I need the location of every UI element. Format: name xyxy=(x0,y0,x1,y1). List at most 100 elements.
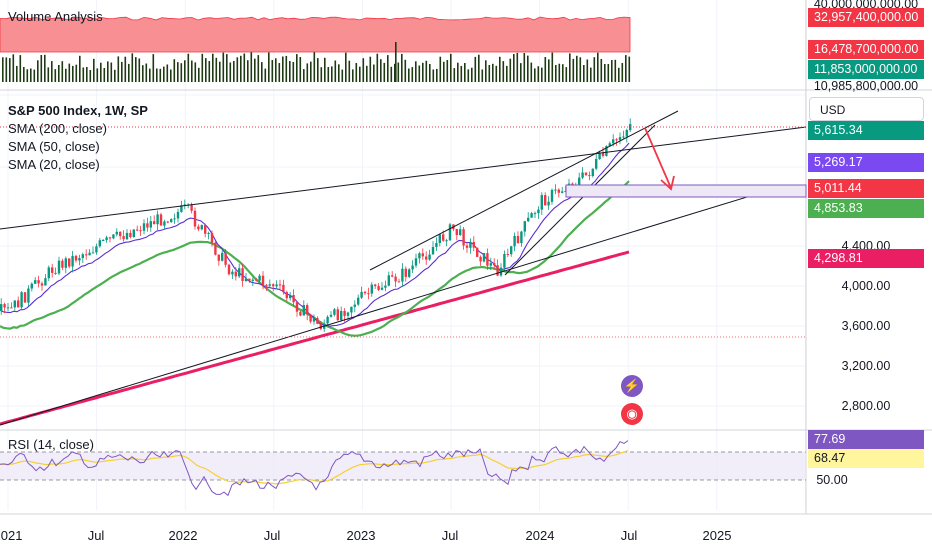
candle-body xyxy=(289,295,292,299)
candle-body xyxy=(170,219,173,223)
projection-arrow xyxy=(644,127,672,189)
candle-body xyxy=(425,256,428,260)
candle-body xyxy=(591,168,594,176)
candle-body xyxy=(533,213,537,215)
candle-body xyxy=(23,292,27,303)
price-badge: 4,298.81 xyxy=(808,249,924,268)
volume-bar xyxy=(562,64,564,82)
volume-bar xyxy=(625,55,627,82)
candle-body xyxy=(272,284,275,287)
volume-bar xyxy=(523,53,526,82)
candle-body xyxy=(306,305,309,315)
volume-bar xyxy=(142,65,144,82)
volume-bar xyxy=(530,62,533,82)
candle-body xyxy=(54,272,57,274)
volume-bar xyxy=(614,59,617,82)
x-tick-label: 2021 xyxy=(0,528,22,543)
candle-body xyxy=(156,214,159,225)
volume-bar xyxy=(506,65,508,82)
volume-bar xyxy=(569,53,571,82)
candle-body xyxy=(265,284,268,286)
candle-body xyxy=(197,226,200,230)
candle-body xyxy=(176,211,180,219)
candle-body xyxy=(183,204,186,206)
candle-body xyxy=(346,312,350,316)
currency-button[interactable]: USD xyxy=(809,97,924,121)
candle-body xyxy=(234,271,237,277)
volume-bar xyxy=(121,61,123,82)
candle-body xyxy=(132,229,135,237)
us-flag-icon[interactable]: ◉ xyxy=(621,403,643,425)
volume-bar xyxy=(345,52,347,82)
lightning-icon[interactable]: ⚡ xyxy=(621,375,643,397)
candle-body xyxy=(44,278,47,286)
candle-body xyxy=(193,210,197,227)
candle-body xyxy=(227,264,231,275)
volume-bar xyxy=(306,63,309,82)
candle-body xyxy=(391,275,394,277)
candle-body xyxy=(68,258,71,267)
volume-bar xyxy=(222,52,225,82)
candle-body xyxy=(61,260,64,268)
volume-bar xyxy=(268,52,270,82)
volume-bar xyxy=(114,69,116,82)
volume-bar xyxy=(303,69,305,82)
candle-body xyxy=(149,221,152,228)
volume-bar xyxy=(401,53,403,82)
volume-bar xyxy=(485,60,487,82)
volume-axis-label: 40,000,000,000.00 xyxy=(814,0,918,11)
candle-body xyxy=(496,265,499,276)
volume-bar xyxy=(481,69,484,82)
candle-body xyxy=(309,314,312,322)
volume-bar xyxy=(19,55,22,82)
volume-bar xyxy=(58,65,60,82)
volume-bar xyxy=(394,63,396,82)
volume-bar xyxy=(411,67,414,82)
candle-body xyxy=(153,221,156,225)
candle-body xyxy=(510,246,513,255)
volume-bar xyxy=(320,67,323,82)
volume-bar xyxy=(425,60,428,82)
candle-body xyxy=(462,229,465,246)
x-tick-label: 2025 xyxy=(703,528,732,543)
candle-body xyxy=(431,247,435,255)
candle-body xyxy=(540,195,543,210)
candle-body xyxy=(10,307,13,309)
candle-body xyxy=(547,201,550,206)
volume-bar xyxy=(215,57,218,82)
volume-bar xyxy=(488,65,491,82)
volume-bar xyxy=(551,52,554,82)
volume-bar xyxy=(478,54,480,82)
volume-bar xyxy=(628,56,631,82)
volume-bar xyxy=(341,69,344,82)
volume-bar xyxy=(541,67,543,82)
axes: 2021Jul2022Jul2023Jul2024Jul20254,400.00… xyxy=(0,0,918,543)
volume-bar xyxy=(254,58,256,82)
volume-bar xyxy=(145,63,148,82)
volume-bar xyxy=(9,58,11,82)
candle-body xyxy=(95,246,98,253)
volume-bar xyxy=(152,54,155,82)
volume-axis-label: 10,985,800,000.00 xyxy=(814,79,918,93)
volume-bar xyxy=(184,60,186,82)
volume-area xyxy=(0,16,631,53)
candle-body xyxy=(13,300,16,308)
candle-body xyxy=(394,276,397,282)
rsi-pane xyxy=(0,440,806,497)
volume-bar xyxy=(509,58,512,82)
volume-bar xyxy=(324,57,326,82)
volume-bar xyxy=(37,60,39,82)
candle-body xyxy=(370,284,373,294)
volume-bar xyxy=(436,68,438,82)
volume-bar xyxy=(579,57,582,82)
volume-bar xyxy=(390,66,393,82)
candle-body xyxy=(85,254,88,256)
volume-bar xyxy=(159,68,162,82)
candle-body xyxy=(578,177,581,186)
volume-bar xyxy=(387,55,389,82)
volume-bar xyxy=(257,55,260,82)
candle-body xyxy=(40,283,44,286)
candle-body xyxy=(119,231,122,237)
volume-bar xyxy=(331,66,333,82)
rsi-value-badge: 68.47 xyxy=(808,449,924,468)
